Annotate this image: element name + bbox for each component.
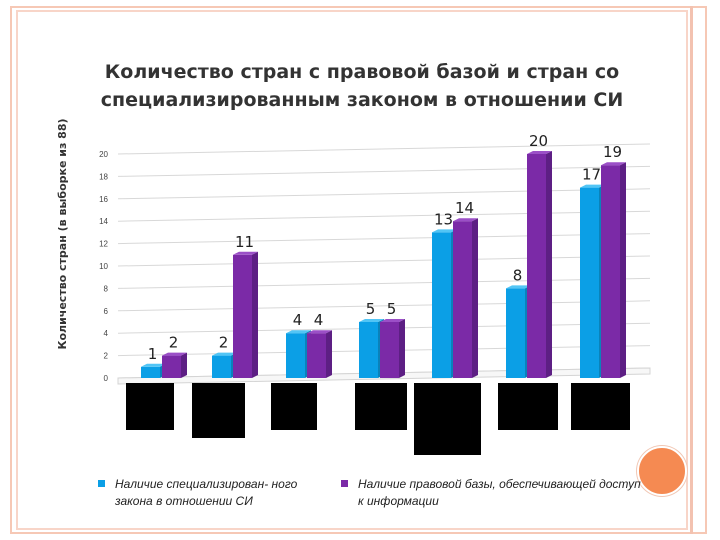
bar-s2-c3 bbox=[307, 333, 326, 378]
legend-swatch-purple bbox=[341, 480, 348, 487]
bar-top-s1-c6 bbox=[506, 285, 531, 289]
data-label-s2-c1: 2 bbox=[169, 334, 179, 352]
bar-s1-c5 bbox=[432, 232, 451, 378]
data-label-s1-c1: 1 bbox=[148, 345, 158, 363]
gridline bbox=[117, 233, 651, 245]
bar-s1-c3 bbox=[286, 333, 305, 378]
legend-item-purple: Наличие правовой базы, обеспечивающей до… bbox=[341, 476, 641, 510]
data-label-s1-c3: 4 bbox=[293, 311, 303, 329]
data-label-s2-c5: 14 bbox=[455, 199, 474, 217]
bar-side-s2-c4 bbox=[399, 319, 405, 378]
bar-top-s2-c7 bbox=[601, 162, 626, 166]
legend-swatch-blue bbox=[98, 480, 105, 487]
data-label-s1-c5: 13 bbox=[434, 210, 453, 228]
slide-frame-inner bbox=[16, 10, 688, 530]
bar-side-s2-c1 bbox=[181, 352, 187, 378]
bar-side-s2-c2 bbox=[252, 251, 258, 378]
decorative-circle bbox=[637, 446, 687, 496]
masked-category-label-3 bbox=[271, 383, 317, 430]
data-label-s1-c6: 8 bbox=[513, 266, 523, 284]
bar-s1-c4 bbox=[359, 322, 378, 378]
y-tick-label: 0 bbox=[104, 374, 109, 383]
slide-frame bbox=[10, 6, 707, 534]
bar-top-s1-c7 bbox=[580, 184, 605, 188]
slide-frame-right-edge bbox=[690, 6, 693, 534]
y-tick-label: 16 bbox=[99, 195, 108, 204]
masked-category-label-1 bbox=[126, 383, 174, 430]
legend-label-blue: Наличие специализирован- ного закона в о… bbox=[115, 477, 298, 508]
y-tick-label: 4 bbox=[104, 329, 109, 338]
y-tick-label: 18 bbox=[99, 172, 108, 181]
data-label-s2-c3: 4 bbox=[314, 311, 324, 329]
bar-top-s2-c6 bbox=[527, 151, 552, 154]
bar-s1-c1 bbox=[141, 366, 160, 378]
y-tick-label: 6 bbox=[104, 307, 109, 316]
bar-side-s2-c5 bbox=[472, 218, 478, 378]
bar-s2-c1 bbox=[162, 355, 181, 378]
data-label-s2-c7: 19 bbox=[603, 143, 622, 161]
gridline bbox=[117, 165, 651, 177]
bar-top-s1-c3 bbox=[286, 330, 311, 334]
y-tick-labels: 0 2 4 6 8 10 12 14 16 18 20 bbox=[99, 150, 108, 383]
bar-s1-c2 bbox=[212, 355, 231, 378]
y-tick-label: 10 bbox=[99, 262, 108, 271]
gridline bbox=[117, 188, 651, 200]
bar-top-s1-c5 bbox=[432, 229, 457, 233]
bar-top-s2-c2 bbox=[233, 251, 258, 255]
data-label-s1-c2: 2 bbox=[219, 334, 229, 352]
bar-s2-c5 bbox=[453, 221, 472, 378]
masked-category-label-2 bbox=[192, 383, 245, 438]
y-tick-label: 12 bbox=[99, 240, 108, 249]
gridline bbox=[117, 300, 651, 312]
bar-s1-c7 bbox=[580, 187, 599, 378]
masked-category-label-7 bbox=[571, 383, 630, 430]
chart-bars bbox=[141, 151, 626, 378]
gridline bbox=[117, 277, 651, 289]
legend-label-purple: Наличие правовой базы, обеспечивающей до… bbox=[358, 477, 641, 508]
bar-s1-c6 bbox=[506, 288, 525, 378]
data-label-s2-c4: 5 bbox=[387, 300, 397, 318]
bar-top-s1-c1 bbox=[141, 363, 166, 367]
gridline bbox=[117, 143, 651, 155]
data-label-s2-c6: 20 bbox=[529, 132, 548, 150]
bar-top-s2-c1 bbox=[162, 352, 187, 356]
bar-side-s2-c7 bbox=[620, 162, 626, 378]
data-label-s1-c4: 5 bbox=[366, 300, 376, 318]
gridline bbox=[117, 255, 651, 267]
bar-s2-c7 bbox=[601, 165, 620, 378]
data-label-s2-c2: 11 bbox=[235, 233, 254, 251]
y-tick-label: 2 bbox=[104, 352, 109, 361]
masked-category-labels bbox=[126, 383, 630, 455]
data-label-s1-c7: 17 bbox=[582, 166, 601, 184]
bar-s2-c6 bbox=[527, 154, 546, 378]
bar-top-s1-c4 bbox=[359, 319, 384, 322]
chart-title: Количество стран с правовой базой и стра… bbox=[100, 61, 624, 111]
bar-top-s2-c3 bbox=[307, 330, 332, 334]
bar-top-s1-c2 bbox=[212, 352, 237, 356]
bar-top-s2-c4 bbox=[380, 319, 405, 322]
y-tick-label: 8 bbox=[104, 284, 109, 293]
y-tick-label: 20 bbox=[99, 150, 108, 159]
bar-side-s2-c3 bbox=[326, 330, 332, 378]
bar-s2-c2 bbox=[233, 254, 252, 378]
masked-category-label-6 bbox=[498, 383, 558, 430]
legend-item-blue: Наличие специализирован- ного закона в о… bbox=[98, 476, 303, 510]
y-tick-label: 14 bbox=[99, 217, 108, 226]
gridline bbox=[117, 210, 651, 222]
chart-legend: Наличие специализирован- ного закона в о… bbox=[98, 476, 658, 518]
bar-s2-c4 bbox=[380, 322, 399, 378]
bar-top-s2-c5 bbox=[453, 218, 478, 222]
masked-category-label-5 bbox=[414, 383, 481, 455]
bar-side-s2-c6 bbox=[546, 151, 552, 378]
masked-category-label-4 bbox=[355, 383, 407, 430]
